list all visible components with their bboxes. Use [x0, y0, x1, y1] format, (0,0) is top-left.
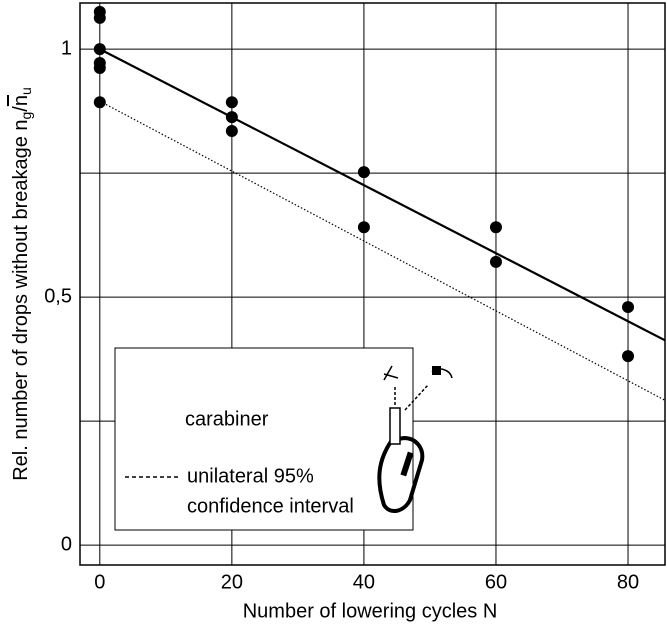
data-point — [93, 96, 106, 109]
gate-icon — [400, 451, 414, 477]
sling-icon — [389, 407, 401, 445]
data-point — [357, 221, 370, 234]
data-point — [225, 96, 238, 109]
x-tick-label: 80 — [617, 571, 639, 593]
arrow-icon — [404, 384, 429, 411]
data-point — [225, 111, 238, 124]
x-tick-label: 40 — [353, 571, 375, 593]
y-label-text: Rel. number of drops without breakage — [10, 136, 32, 481]
carabiner-icon — [377, 435, 425, 513]
y-tick-label: 1 — [61, 37, 72, 59]
legend-title: carabiner — [185, 408, 269, 430]
legend-label: unilateral 95% — [187, 465, 314, 487]
data-point — [622, 350, 635, 363]
x-axis-label: Number of lowering cycles N — [243, 600, 498, 622]
data-point — [225, 124, 238, 137]
y-tick-label: 0 — [61, 533, 72, 555]
confidence-line — [99, 100, 666, 401]
y-label-num: n — [10, 119, 32, 130]
data-point — [622, 301, 635, 314]
fit-line — [99, 48, 666, 342]
y-label-num-sub: g — [18, 112, 34, 120]
data-point — [357, 166, 370, 179]
data-point — [489, 221, 502, 234]
legend: carabiner unilateral 95% confidence interv… — [114, 347, 453, 531]
x-tick-label: 0 — [94, 571, 105, 593]
y-label-den: n — [10, 95, 32, 106]
data-point — [93, 11, 106, 24]
data-point — [489, 255, 502, 268]
legend-label: confidence interval — [187, 495, 354, 517]
data-point — [93, 61, 106, 74]
y-label-den-sub: u — [18, 87, 34, 95]
data-point — [93, 43, 106, 56]
x-tick-label: 60 — [485, 571, 507, 593]
plot-frame — [79, 2, 666, 566]
gear-icon — [432, 366, 441, 375]
y-tick-label: 0,5 — [44, 285, 72, 307]
x-tick-label: 20 — [221, 571, 243, 593]
legend-box — [114, 347, 414, 531]
y-axis-label: Rel. number of drops without breakage ng… — [10, 87, 33, 481]
